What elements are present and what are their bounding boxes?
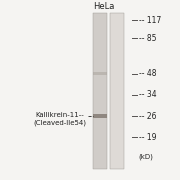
- Bar: [93, 13, 107, 169]
- Text: -- 85: -- 85: [139, 34, 156, 43]
- Bar: [93, 72, 107, 75]
- Text: -- 117: -- 117: [139, 16, 161, 25]
- Text: -- 26: -- 26: [139, 112, 156, 121]
- Text: -- 19: -- 19: [139, 133, 156, 142]
- Bar: [93, 114, 107, 118]
- Text: (kD): (kD): [139, 154, 154, 160]
- Text: HeLa: HeLa: [93, 2, 114, 11]
- Text: -- 48: -- 48: [139, 69, 156, 78]
- Text: Kallikrein-11--
(Cleaved-Ile54): Kallikrein-11-- (Cleaved-Ile54): [33, 112, 86, 126]
- Bar: [110, 13, 124, 169]
- Text: -- 34: -- 34: [139, 90, 156, 99]
